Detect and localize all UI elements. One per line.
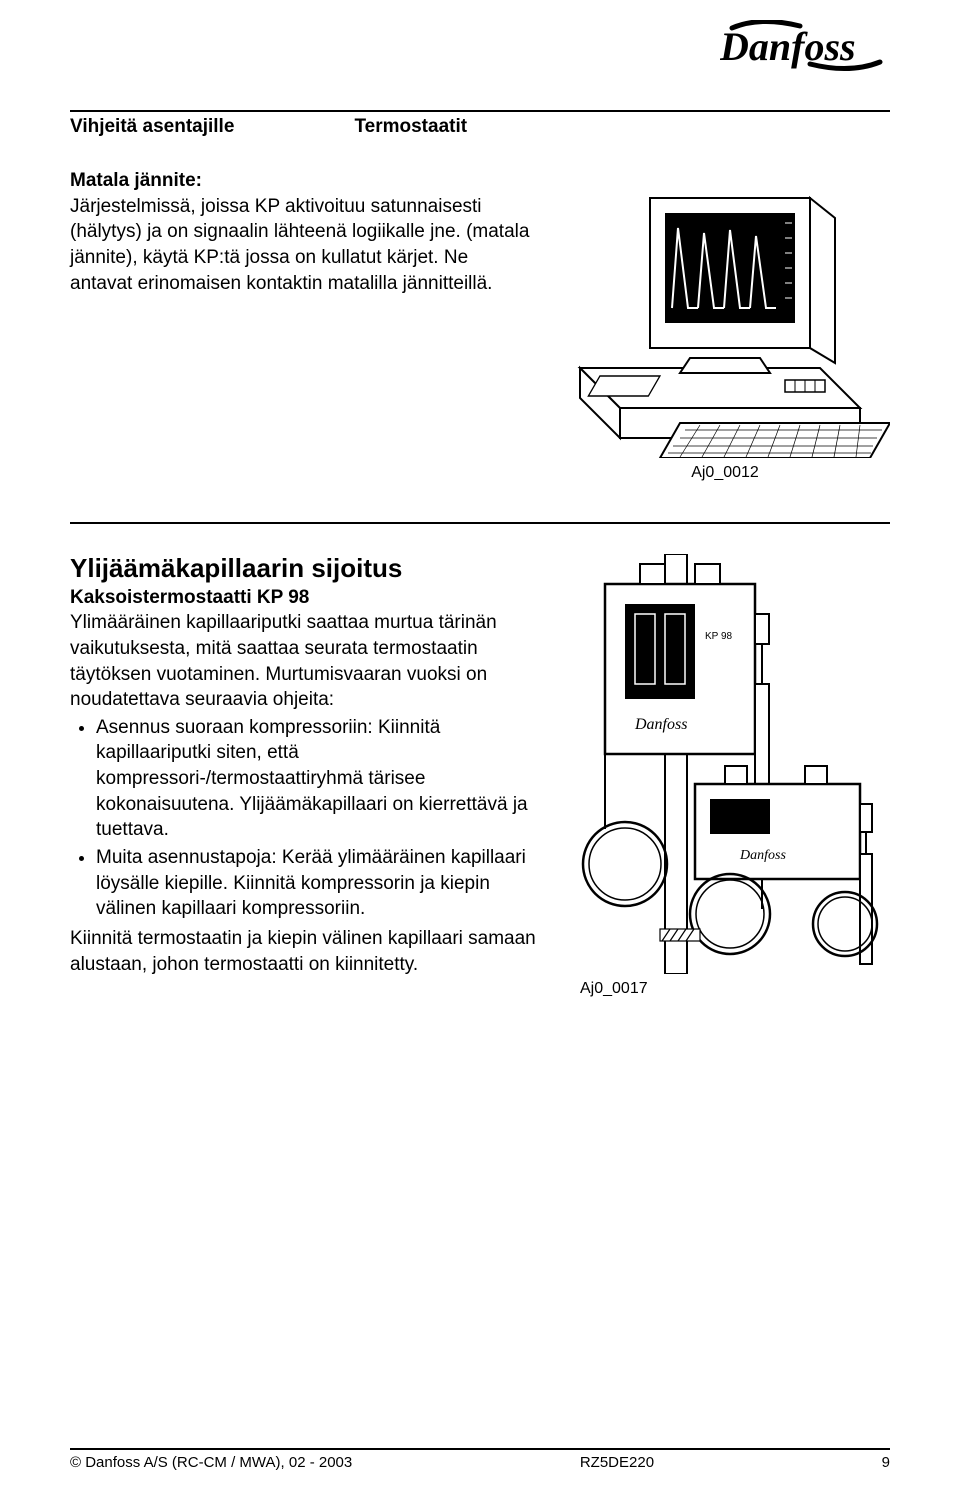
footer-right: 9 [882, 1454, 890, 1471]
section1-title: Matala jännite: [70, 168, 530, 194]
section2-p1: Ylimääräinen kapillaariputki saattaa mur… [70, 610, 550, 713]
section-ylijaamakapillaari: Ylijäämäkapillaarin sijoitus Kaksoisterm… [70, 554, 890, 998]
section2-bullets: Asennus suoraan kompressoriin: Kiinnitä … [70, 715, 550, 922]
page-footer: © Danfoss A/S (RC-CM / MWA), 02 - 2003 R… [70, 1440, 890, 1471]
svg-text:Danfoss: Danfoss [720, 24, 856, 69]
svg-text:Danfoss: Danfoss [739, 848, 786, 863]
footer-left: © Danfoss A/S (RC-CM / MWA), 02 - 2003 [70, 1454, 352, 1471]
list-item: Muita asennustapoja: Kerää ylimääräinen … [96, 845, 550, 922]
footer-center: RZ5DE220 [352, 1454, 881, 1471]
mid-rule [70, 522, 890, 524]
thermostat-illustration: KP 98 Danfoss Danfoss [580, 554, 880, 974]
brand-logo: Danfoss [720, 20, 890, 72]
section1-body: Järjestelmissä, joissa KP aktivoituu sat… [70, 194, 530, 297]
svg-text:Danfoss: Danfoss [634, 716, 687, 733]
section2-subtitle: Kaksoistermostaatti KP 98 [70, 585, 550, 611]
computer-illustration [560, 168, 890, 458]
header-rule [70, 110, 890, 112]
footer-rule [70, 1448, 890, 1450]
section2-title: Ylijäämäkapillaarin sijoitus [70, 554, 550, 583]
header-center: Termostaatit [354, 116, 467, 138]
section2-caption: Aj0_0017 [580, 980, 890, 998]
section2-p2: Kiinnitä termostaatin ja kiepin välinen … [70, 926, 550, 977]
header-row: Vihjeitä asentajille Termostaatit [70, 116, 890, 138]
list-item: Asennus suoraan kompressoriin: Kiinnitä … [96, 715, 550, 843]
section1-caption: Aj0_0012 [691, 464, 759, 482]
section-matala-jannite: Matala jännite: Järjestelmissä, joissa K… [70, 168, 890, 482]
svg-text:KP 98: KP 98 [705, 631, 732, 642]
header-left: Vihjeitä asentajille [70, 116, 350, 138]
